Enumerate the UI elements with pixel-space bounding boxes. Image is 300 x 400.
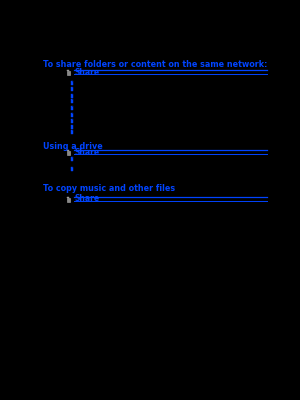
Polygon shape bbox=[72, 113, 73, 114]
Text: To copy music and other files: To copy music and other files bbox=[43, 184, 175, 193]
Bar bbox=[68, 197, 69, 198]
Text: Share: Share bbox=[75, 68, 100, 76]
Polygon shape bbox=[72, 124, 73, 126]
Bar bbox=[70, 99, 73, 103]
Bar bbox=[70, 113, 73, 117]
Bar bbox=[70, 106, 73, 110]
Text: Using a drive: Using a drive bbox=[43, 142, 103, 151]
Polygon shape bbox=[72, 94, 73, 95]
Polygon shape bbox=[72, 87, 73, 88]
Text: To share folders or content on the same network:: To share folders or content on the same … bbox=[43, 60, 268, 69]
Bar bbox=[68, 150, 69, 151]
Polygon shape bbox=[72, 158, 73, 159]
Polygon shape bbox=[72, 82, 73, 83]
Bar bbox=[70, 94, 73, 98]
Text: Share: Share bbox=[75, 148, 100, 157]
Bar bbox=[68, 151, 70, 155]
Bar bbox=[70, 130, 73, 134]
Bar bbox=[70, 119, 73, 123]
Bar bbox=[68, 198, 70, 202]
Polygon shape bbox=[72, 119, 73, 120]
Polygon shape bbox=[72, 106, 73, 107]
Bar bbox=[70, 167, 73, 171]
Polygon shape bbox=[72, 167, 73, 168]
Polygon shape bbox=[72, 99, 73, 100]
Bar bbox=[68, 71, 70, 75]
Bar bbox=[68, 70, 69, 71]
Bar bbox=[70, 87, 73, 91]
Bar bbox=[70, 158, 73, 162]
Text: Share: Share bbox=[75, 194, 100, 204]
Bar bbox=[70, 82, 73, 86]
Bar bbox=[70, 124, 73, 128]
Polygon shape bbox=[72, 130, 73, 131]
